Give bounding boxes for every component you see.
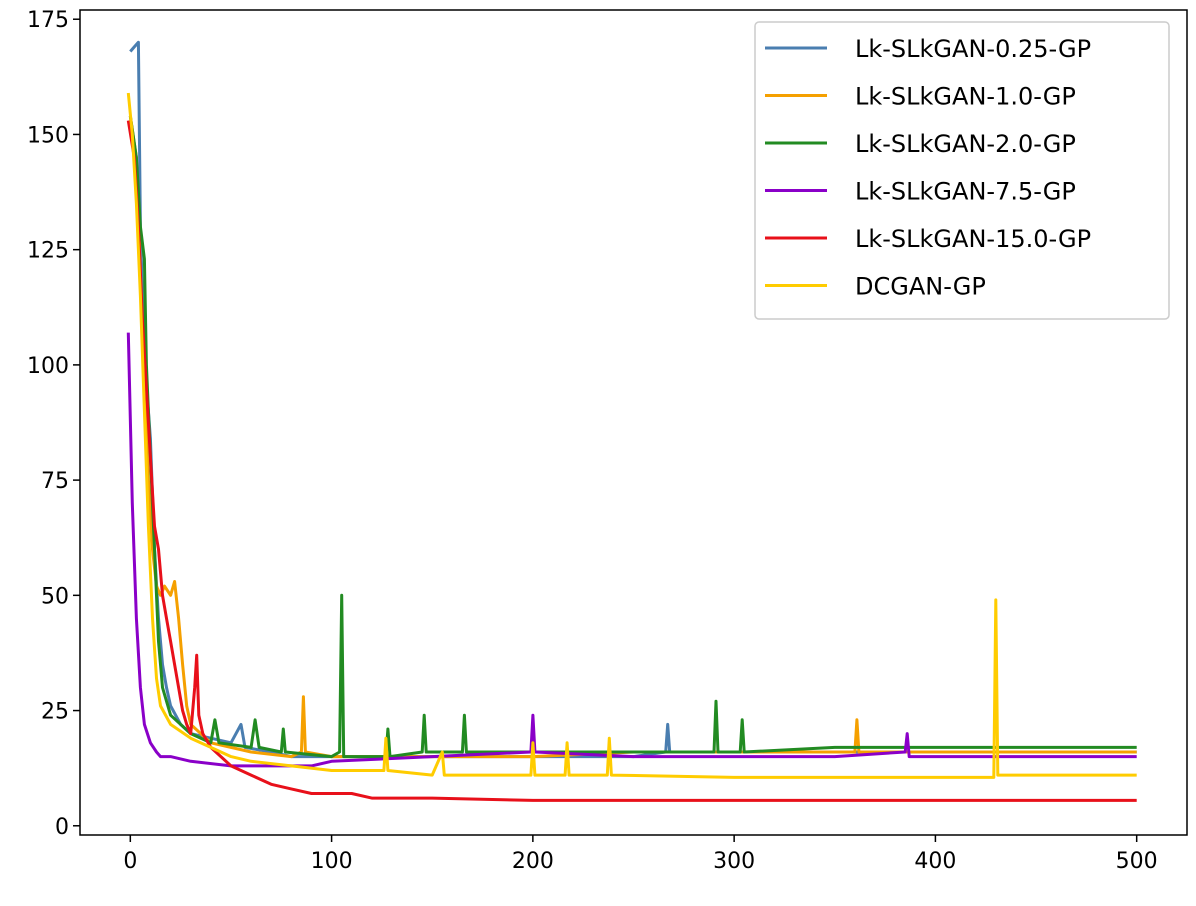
- legend-label: Lk-SLkGAN-1.0-GP: [855, 83, 1076, 111]
- y-tick-label: 25: [41, 700, 69, 725]
- x-tick-label: 300: [713, 849, 755, 874]
- y-tick-label: 50: [41, 584, 69, 609]
- x-tick-label: 0: [123, 849, 137, 874]
- legend-label: Lk-SLkGAN-15.0-GP: [855, 225, 1091, 253]
- x-axis: 0 100 200 300 400 500: [123, 835, 1158, 874]
- series-line-2: [128, 115, 1137, 759]
- series-layer: [126, 40, 1137, 802]
- x-tick-label: 400: [914, 849, 956, 874]
- legend: Lk-SLkGAN-0.25-GP Lk-SLkGAN-1.0-GP Lk-SLkG…: [754, 21, 1170, 320]
- x-tick-label: 100: [311, 849, 353, 874]
- series-line-5: [126, 92, 1137, 779]
- series-line-4: [126, 120, 1137, 802]
- y-tick-label: 100: [27, 354, 69, 379]
- y-tick-label: 175: [27, 8, 69, 33]
- y-tick-label: 0: [55, 815, 69, 840]
- y-tick-label: 150: [27, 123, 69, 148]
- x-tick-label: 500: [1116, 849, 1158, 874]
- series-line-3: [126, 332, 1137, 768]
- legend-label: Lk-SLkGAN-7.5-GP: [855, 178, 1076, 206]
- plot-frame: [79, 9, 1188, 836]
- y-axis: 0 25 50 75 100 125 150 175: [27, 8, 80, 840]
- legend-label: Lk-SLkGAN-2.0-GP: [855, 130, 1076, 158]
- x-tick-label: 200: [512, 849, 554, 874]
- legend-box: [754, 21, 1170, 320]
- legend-label: Lk-SLkGAN-0.25-GP: [855, 35, 1091, 63]
- legend-label: DCGAN-GP: [855, 273, 986, 301]
- y-tick-label: 75: [41, 469, 69, 494]
- y-tick-label: 125: [27, 239, 69, 264]
